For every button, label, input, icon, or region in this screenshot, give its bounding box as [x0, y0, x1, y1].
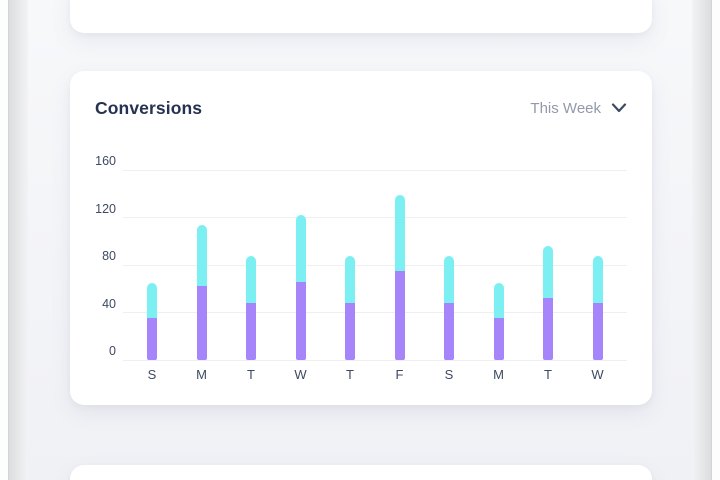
chevron-down-icon [611, 103, 627, 113]
bar-segment-bottom [196, 286, 207, 360]
bar-segment-bottom [444, 303, 454, 360]
page-left-edge [8, 0, 28, 480]
bar-segment-top [592, 255, 603, 303]
bar-segment-bottom [592, 303, 603, 360]
gridline-y-40 [123, 312, 627, 313]
bar-segment-top [196, 224, 207, 287]
bar-3-t[interactable] [246, 255, 256, 360]
y-axis-tick-label: 0 [109, 344, 116, 358]
gridline-y-160 [123, 169, 627, 171]
x-axis-tick-label: M [196, 367, 207, 382]
bar-segment-bottom [493, 318, 504, 360]
y-axis-tick-label: 80 [102, 249, 116, 263]
gridline-y-80 [123, 264, 627, 266]
x-axis-tick-label: T [346, 367, 354, 382]
bar-segment-bottom [345, 303, 355, 360]
bar-segment-top [246, 255, 256, 303]
y-axis-tick-label: 160 [95, 154, 116, 168]
x-axis-tick-label: T [544, 367, 552, 382]
chart-plot-area [123, 169, 627, 361]
x-axis-tick-label: W [294, 367, 307, 382]
x-axis-tick-label: F [395, 367, 404, 382]
conversions-card: Conversions This Week 0 40 80 120 160 S M T W T F S… [70, 71, 652, 405]
bar-segment-bottom [394, 270, 405, 360]
x-axis-tick-label: T [247, 367, 255, 382]
gridline-y-120 [123, 217, 627, 218]
bar-1-s[interactable] [147, 282, 157, 360]
x-axis-tick-label: S [444, 367, 454, 382]
page-right-edge [692, 0, 712, 480]
bar-9-t[interactable] [543, 246, 553, 360]
bar-segment-top [493, 282, 504, 319]
bar-10-w[interactable] [592, 255, 603, 360]
gridline-y-0 [123, 359, 627, 361]
x-axis-tick-label: M [493, 367, 504, 382]
bar-segment-top [345, 255, 355, 303]
range-selector-label: This Week [530, 99, 601, 117]
card-above-partial [70, 0, 652, 33]
bar-6-f[interactable] [394, 194, 405, 360]
x-axis-tick-label: W [591, 367, 604, 382]
bar-5-t[interactable] [345, 255, 355, 360]
card-title: Conversions [95, 97, 203, 118]
bar-2-m[interactable] [196, 224, 207, 360]
bar-segment-bottom [543, 298, 553, 360]
bar-segment-top [295, 215, 306, 282]
bar-7-s[interactable] [444, 255, 454, 360]
card-header: Conversions This Week [95, 95, 627, 121]
y-axis-tick-label: 120 [95, 201, 116, 216]
y-axis-tick-label: 40 [102, 296, 116, 311]
bar-8-m[interactable] [493, 282, 504, 360]
bar-segment-top [147, 282, 157, 319]
bar-segment-top [444, 255, 454, 303]
card-below-partial [70, 465, 652, 480]
bar-segment-bottom [295, 281, 306, 360]
bar-segment-top [543, 246, 553, 299]
bar-segment-top [394, 194, 405, 271]
x-axis-tick-label: S [147, 367, 157, 382]
conversions-bar-chart: 0 40 80 120 160 S M T W T F S M T W [70, 71, 652, 405]
range-selector-dropdown[interactable]: This Week [530, 100, 627, 117]
bar-4-w[interactable] [295, 215, 306, 360]
bar-segment-bottom [246, 303, 256, 360]
bar-segment-bottom [147, 318, 157, 360]
